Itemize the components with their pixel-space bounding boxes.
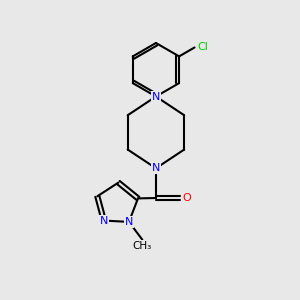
Text: O: O [183,193,191,203]
Text: N: N [125,217,133,227]
Text: CH₃: CH₃ [133,241,152,251]
Text: N: N [100,216,108,226]
Text: N: N [152,92,160,101]
Text: N: N [152,92,160,101]
Text: N: N [152,163,160,173]
Text: Cl: Cl [197,43,208,52]
